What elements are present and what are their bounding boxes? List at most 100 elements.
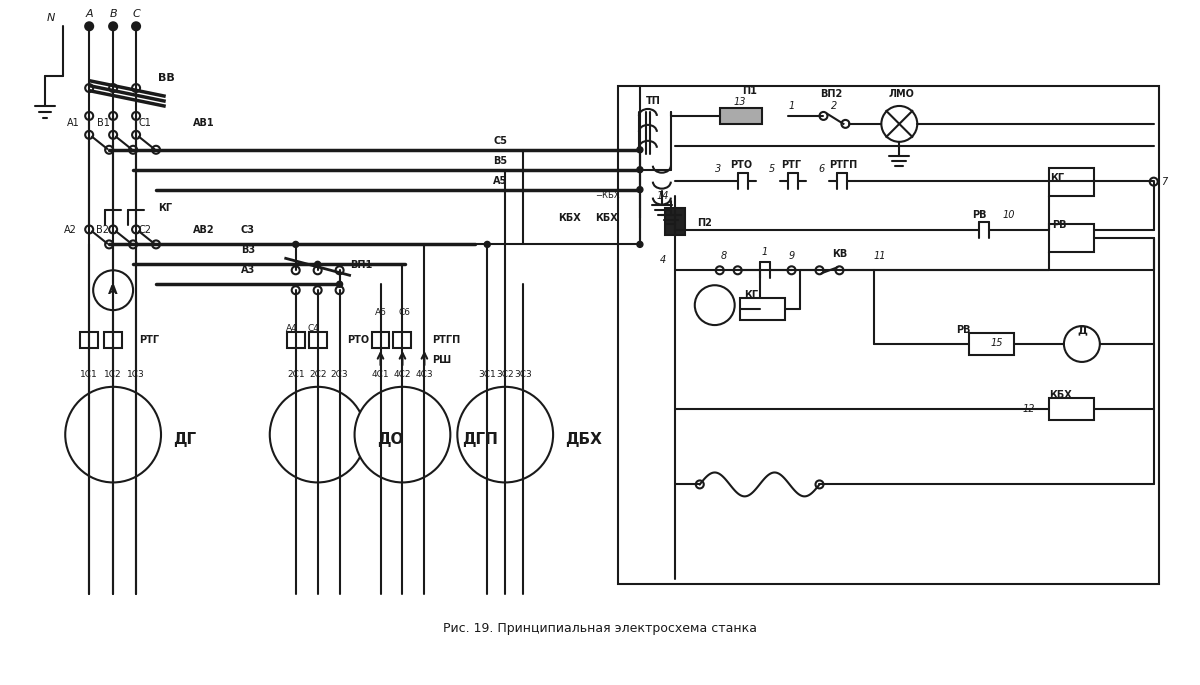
Circle shape (1064, 326, 1100, 362)
Text: 2: 2 (832, 101, 838, 111)
Circle shape (314, 262, 320, 267)
Circle shape (130, 146, 137, 153)
Text: 4С3: 4С3 (415, 371, 433, 379)
Bar (1049, 168, 1094, 196)
Circle shape (637, 166, 643, 173)
Bar (287, 332, 305, 348)
Text: Д: Д (1076, 325, 1087, 335)
Text: C: C (132, 10, 140, 19)
Text: 7: 7 (1160, 177, 1166, 186)
Text: A: A (85, 10, 92, 19)
Bar (739, 298, 785, 320)
Text: ДГП: ДГП (462, 432, 498, 447)
Circle shape (132, 131, 140, 139)
Text: B3: B3 (241, 245, 254, 256)
Circle shape (835, 266, 844, 274)
Text: 1С3: 1С3 (127, 371, 145, 379)
Text: 3: 3 (715, 164, 721, 174)
Text: C1: C1 (138, 118, 151, 128)
Text: A1: A1 (66, 118, 79, 128)
Text: ЛМО: ЛМО (888, 89, 914, 99)
Text: 1: 1 (762, 247, 768, 258)
Circle shape (106, 240, 113, 249)
Text: 1С2: 1С2 (104, 371, 122, 379)
Text: 10: 10 (1003, 210, 1015, 219)
Text: 14: 14 (656, 190, 670, 201)
Bar (394, 332, 412, 348)
Text: РТГ: РТГ (781, 160, 802, 170)
Bar (372, 332, 390, 348)
Circle shape (85, 131, 94, 139)
Text: РШ: РШ (432, 355, 451, 365)
Circle shape (695, 285, 734, 325)
Bar (104, 332, 122, 348)
Text: 11: 11 (874, 251, 886, 262)
Text: КБХ: КБХ (558, 212, 581, 223)
Circle shape (109, 131, 118, 139)
Text: П2: П2 (697, 219, 712, 229)
Circle shape (152, 240, 160, 249)
Bar (665, 208, 685, 236)
Circle shape (733, 266, 742, 274)
Bar (618, 86, 1159, 584)
Circle shape (130, 240, 137, 249)
Circle shape (106, 146, 113, 153)
Circle shape (132, 112, 140, 120)
Circle shape (715, 266, 724, 274)
Text: 13: 13 (733, 97, 746, 107)
Text: ДБХ: ДБХ (565, 432, 602, 447)
Circle shape (313, 286, 322, 294)
Circle shape (292, 286, 300, 294)
Circle shape (816, 480, 823, 488)
Text: A5: A5 (493, 175, 508, 186)
Text: 3С1: 3С1 (479, 371, 496, 379)
Text: 4С2: 4С2 (394, 371, 412, 379)
Circle shape (94, 271, 133, 310)
Circle shape (109, 112, 118, 120)
Bar (308, 332, 326, 348)
Text: 4: 4 (660, 256, 666, 265)
Text: AB1: AB1 (193, 118, 215, 128)
Text: ДО: ДО (378, 432, 404, 447)
Text: ВП2: ВП2 (821, 89, 842, 99)
Text: 6: 6 (818, 164, 824, 174)
Text: 3С3: 3С3 (515, 371, 532, 379)
Text: 8: 8 (720, 251, 727, 262)
Text: B1: B1 (97, 118, 110, 128)
Text: РВ: РВ (956, 325, 971, 335)
Circle shape (485, 241, 491, 247)
Circle shape (132, 23, 140, 30)
Circle shape (152, 146, 160, 153)
Text: 12: 12 (1022, 403, 1036, 414)
Circle shape (85, 225, 94, 234)
Text: РТО: РТО (731, 160, 752, 170)
Text: 4С1: 4С1 (372, 371, 389, 379)
Circle shape (85, 84, 94, 92)
Circle shape (132, 84, 140, 92)
Text: 2С1: 2С1 (287, 371, 305, 379)
Circle shape (841, 120, 850, 128)
Text: 1С1: 1С1 (80, 371, 98, 379)
Text: РТГП: РТГП (432, 335, 461, 345)
Text: 15: 15 (991, 338, 1003, 348)
Text: КГ: КГ (744, 290, 758, 300)
Text: КБХ: КБХ (595, 212, 618, 223)
Circle shape (336, 266, 343, 274)
Text: РВ: РВ (1051, 221, 1066, 230)
Bar (80, 332, 98, 348)
Circle shape (293, 241, 299, 247)
Text: AB2: AB2 (193, 225, 215, 236)
Circle shape (337, 282, 342, 287)
Text: ТП: ТП (646, 96, 660, 106)
Text: A: A (108, 284, 118, 297)
Text: 9: 9 (788, 251, 794, 262)
Text: N: N (47, 13, 55, 23)
Circle shape (354, 387, 450, 482)
Text: П1: П1 (743, 86, 757, 96)
Text: B2: B2 (96, 225, 109, 236)
Circle shape (637, 241, 643, 247)
Circle shape (109, 84, 118, 92)
Circle shape (292, 266, 300, 274)
Text: B5: B5 (493, 155, 508, 166)
Text: 1: 1 (788, 101, 794, 111)
